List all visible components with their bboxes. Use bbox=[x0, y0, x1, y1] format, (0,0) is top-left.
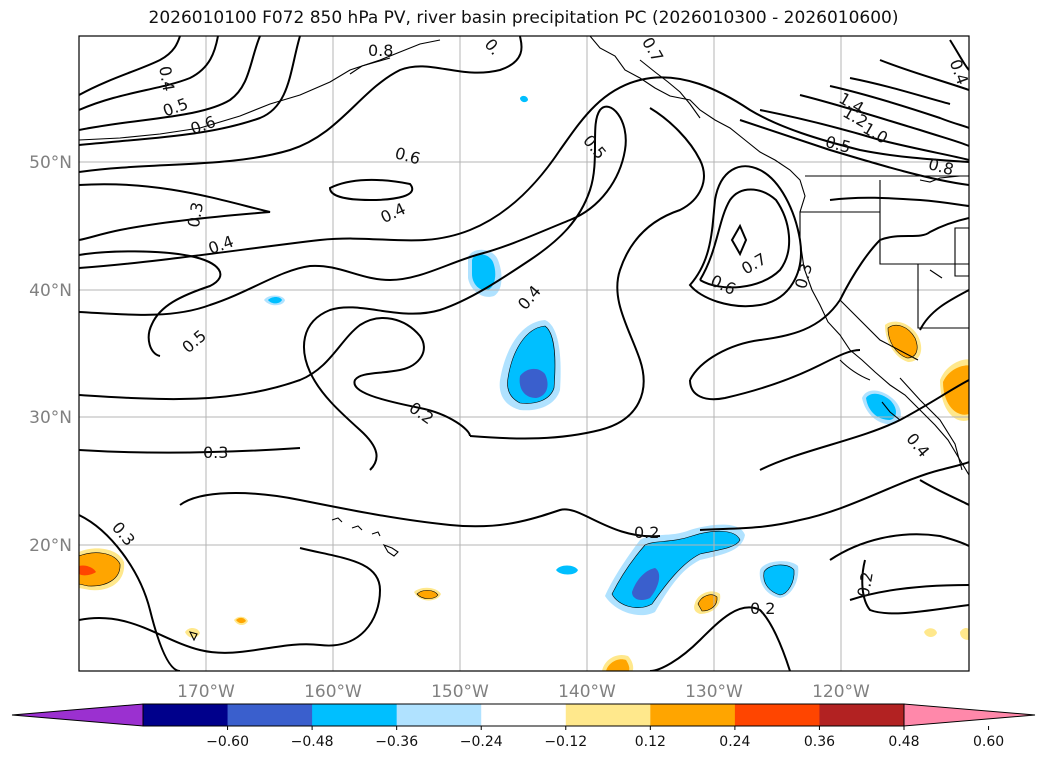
contour-label: 0.3 bbox=[203, 443, 228, 462]
contour-label: 0.2 bbox=[634, 523, 659, 542]
shading-outlines bbox=[79, 325, 918, 612]
colorbar-min-extend bbox=[11, 703, 144, 727]
colorbar-cell bbox=[227, 704, 313, 726]
coastlines bbox=[79, 36, 969, 642]
lon-label: 170°W bbox=[177, 682, 235, 702]
colorbar: −0.60 −0.48 −0.36 −0.24 −0.12 0.12 0.24 0.36 0.4… bbox=[11, 703, 1036, 750]
lat-label: 40°N bbox=[29, 281, 72, 301]
contour-label: 0.3 bbox=[184, 201, 207, 229]
colorbar-tick-label: −0.36 bbox=[375, 734, 418, 750]
lon-labels: 170°W 160°W 150°W 140°W 130°W 120°W bbox=[177, 682, 870, 702]
colorbar-cell bbox=[650, 704, 736, 726]
colorbar-cell bbox=[734, 704, 820, 726]
lon-label: 140°W bbox=[558, 682, 616, 702]
colorbar-cell bbox=[396, 704, 482, 726]
lat-label: 20°N bbox=[29, 536, 72, 556]
colorbar-tick-label: 0.48 bbox=[888, 734, 919, 750]
lon-label: 150°W bbox=[431, 682, 489, 702]
colorbar-cell bbox=[312, 704, 398, 726]
colorbar-tick-label: −0.12 bbox=[544, 734, 587, 750]
contour-label: 0.4 bbox=[155, 64, 178, 92]
map-frame bbox=[78, 35, 970, 672]
lat-labels: 50°N 40°N 30°N 20°N bbox=[29, 153, 72, 556]
colorbar-tick-label: 0.60 bbox=[973, 734, 1004, 750]
contour-label: 0.2 bbox=[750, 599, 775, 618]
precip-shading bbox=[79, 95, 969, 671]
pv-contours bbox=[79, 36, 969, 671]
lat-label: 50°N bbox=[29, 153, 72, 173]
colorbar-tick-label: −0.60 bbox=[206, 734, 249, 750]
colorbar-cell bbox=[565, 704, 651, 726]
lat-label: 30°N bbox=[29, 408, 72, 428]
colorbar-cell bbox=[143, 704, 229, 726]
contour-label: 0.2 bbox=[854, 570, 877, 598]
colorbar-cell bbox=[819, 704, 905, 726]
colorbar-tick-label: 0.36 bbox=[804, 734, 835, 750]
colorbar-max-extend bbox=[903, 703, 1036, 727]
contour-label: 0.8 bbox=[368, 41, 393, 60]
colorbar-tick-label: 0.24 bbox=[719, 734, 750, 750]
colorbar-tick-label: 0.12 bbox=[635, 734, 666, 750]
lon-label: 130°W bbox=[685, 682, 743, 702]
colorbar-tick-label: −0.24 bbox=[460, 734, 503, 750]
map-title: 2026010100 F072 850 hPa PV, river basin … bbox=[148, 8, 899, 28]
lon-label: 160°W bbox=[304, 682, 362, 702]
lon-label: 120°W bbox=[812, 682, 870, 702]
colorbar-tick-label: −0.48 bbox=[291, 734, 334, 750]
colorbar-frame bbox=[142, 703, 905, 727]
colorbar-cell bbox=[481, 704, 567, 726]
